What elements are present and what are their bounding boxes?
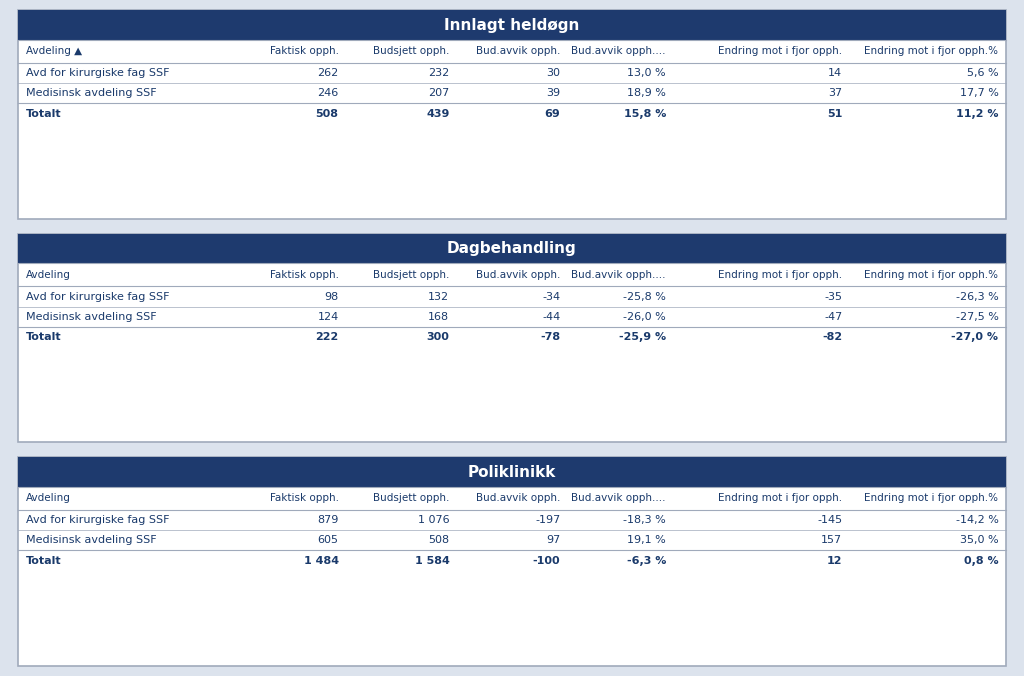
Text: 246: 246 — [317, 89, 339, 98]
Text: Faktisk opph.: Faktisk opph. — [269, 493, 339, 504]
Text: Budsjett opph.: Budsjett opph. — [373, 493, 450, 504]
Text: Innlagt heldøgn: Innlagt heldøgn — [444, 18, 580, 32]
Text: 439: 439 — [426, 109, 450, 118]
Text: 124: 124 — [317, 312, 339, 322]
Text: Endring mot i fjor opph.: Endring mot i fjor opph. — [718, 493, 843, 504]
Text: Endring mot i fjor opph.: Endring mot i fjor opph. — [718, 47, 843, 56]
Text: 508: 508 — [428, 535, 450, 546]
Text: -26,0 %: -26,0 % — [624, 312, 666, 322]
Text: -34: -34 — [542, 291, 560, 301]
Text: -197: -197 — [535, 515, 560, 525]
Text: 19,1 %: 19,1 % — [628, 535, 666, 546]
Text: Totalt: Totalt — [26, 332, 61, 342]
Text: 5,6 %: 5,6 % — [967, 68, 998, 78]
Text: Bud.avvik opph....: Bud.avvik opph.... — [571, 47, 666, 56]
Text: 605: 605 — [317, 535, 339, 546]
Text: Totalt: Totalt — [26, 556, 61, 566]
Text: 508: 508 — [315, 109, 339, 118]
Text: Avd for kirurgiske fag SSF: Avd for kirurgiske fag SSF — [26, 68, 169, 78]
Text: 879: 879 — [317, 515, 339, 525]
Text: -47: -47 — [824, 312, 843, 322]
Text: 1 484: 1 484 — [303, 556, 339, 566]
Text: 12: 12 — [826, 556, 843, 566]
Text: Endring mot i fjor opph.%: Endring mot i fjor opph.% — [864, 493, 998, 504]
Text: 98: 98 — [325, 291, 339, 301]
Text: -25,8 %: -25,8 % — [624, 291, 666, 301]
Text: Faktisk opph.: Faktisk opph. — [269, 47, 339, 56]
Text: 232: 232 — [428, 68, 450, 78]
Text: Budsjett opph.: Budsjett opph. — [373, 270, 450, 280]
Text: Bud.avvik opph.: Bud.avvik opph. — [476, 493, 560, 504]
Text: 157: 157 — [821, 535, 843, 546]
Text: Endring mot i fjor opph.: Endring mot i fjor opph. — [718, 270, 843, 280]
Text: 15,8 %: 15,8 % — [624, 109, 666, 118]
Text: 35,0 %: 35,0 % — [959, 535, 998, 546]
Text: Faktisk opph.: Faktisk opph. — [269, 270, 339, 280]
Text: 37: 37 — [828, 89, 843, 98]
Text: 1 584: 1 584 — [415, 556, 450, 566]
Text: Medisinsk avdeling SSF: Medisinsk avdeling SSF — [26, 535, 157, 546]
Text: -78: -78 — [540, 332, 560, 342]
Text: -14,2 %: -14,2 % — [955, 515, 998, 525]
Bar — [18, 10, 1006, 219]
Text: -145: -145 — [817, 515, 843, 525]
Text: Endring mot i fjor opph.%: Endring mot i fjor opph.% — [864, 47, 998, 56]
Text: 97: 97 — [546, 535, 560, 546]
Text: Totalt: Totalt — [26, 109, 61, 118]
Text: 207: 207 — [428, 89, 450, 98]
Text: Bud.avvik opph.: Bud.avvik opph. — [476, 270, 560, 280]
Text: 17,7 %: 17,7 % — [959, 89, 998, 98]
Text: Avd for kirurgiske fag SSF: Avd for kirurgiske fag SSF — [26, 515, 169, 525]
Text: -35: -35 — [824, 291, 843, 301]
Text: Poliklinikk: Poliklinikk — [468, 464, 556, 479]
Text: -25,9 %: -25,9 % — [618, 332, 666, 342]
Text: Medisinsk avdeling SSF: Medisinsk avdeling SSF — [26, 89, 157, 98]
Text: Avdeling: Avdeling — [26, 493, 71, 504]
Text: Medisinsk avdeling SSF: Medisinsk avdeling SSF — [26, 312, 157, 322]
Text: 39: 39 — [546, 89, 560, 98]
Text: -44: -44 — [542, 312, 560, 322]
Bar — [18, 457, 1006, 666]
Text: 0,8 %: 0,8 % — [964, 556, 998, 566]
Text: -82: -82 — [822, 332, 843, 342]
Text: -18,3 %: -18,3 % — [624, 515, 666, 525]
Text: -27,5 %: -27,5 % — [955, 312, 998, 322]
Text: 1 076: 1 076 — [418, 515, 450, 525]
Text: Bud.avvik opph....: Bud.avvik opph.... — [571, 493, 666, 504]
Text: 168: 168 — [428, 312, 450, 322]
Text: Dagbehandling: Dagbehandling — [447, 241, 577, 256]
Bar — [18, 10, 1006, 40]
Text: 262: 262 — [317, 68, 339, 78]
Text: 11,2 %: 11,2 % — [955, 109, 998, 118]
Bar — [18, 457, 1006, 487]
Text: 300: 300 — [427, 332, 450, 342]
Text: Avdeling ▲: Avdeling ▲ — [26, 47, 82, 56]
Text: Bud.avvik opph....: Bud.avvik opph.... — [571, 270, 666, 280]
Text: Endring mot i fjor opph.%: Endring mot i fjor opph.% — [864, 270, 998, 280]
Text: 69: 69 — [545, 109, 560, 118]
Bar — [18, 234, 1006, 442]
Text: -26,3 %: -26,3 % — [955, 291, 998, 301]
Text: Avd for kirurgiske fag SSF: Avd for kirurgiske fag SSF — [26, 291, 169, 301]
Bar — [18, 234, 1006, 264]
Text: 222: 222 — [315, 332, 339, 342]
Text: -27,0 %: -27,0 % — [951, 332, 998, 342]
Text: 13,0 %: 13,0 % — [628, 68, 666, 78]
Text: Bud.avvik opph.: Bud.avvik opph. — [476, 47, 560, 56]
Text: 51: 51 — [827, 109, 843, 118]
Text: 18,9 %: 18,9 % — [627, 89, 666, 98]
Text: Budsjett opph.: Budsjett opph. — [373, 47, 450, 56]
Text: Avdeling: Avdeling — [26, 270, 71, 280]
Text: -6,3 %: -6,3 % — [627, 556, 666, 566]
Text: 14: 14 — [828, 68, 843, 78]
Text: -100: -100 — [532, 556, 560, 566]
Text: 132: 132 — [428, 291, 450, 301]
Text: 30: 30 — [546, 68, 560, 78]
